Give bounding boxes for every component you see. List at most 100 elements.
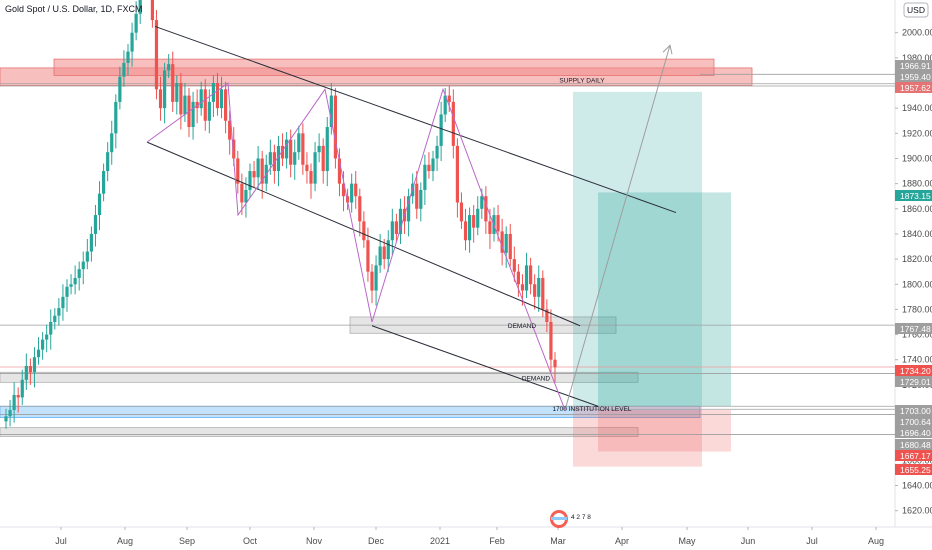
candle-body <box>407 196 411 222</box>
candle-body <box>488 221 492 234</box>
price-tag-label: 1703.00 <box>900 406 931 416</box>
candle-body <box>215 83 220 109</box>
candle-body <box>110 133 114 153</box>
candle-body <box>541 277 545 310</box>
candle-body <box>329 95 333 128</box>
candle-body <box>16 394 20 398</box>
price-tag <box>895 416 932 427</box>
candle-body <box>102 171 106 194</box>
candle-body <box>114 101 118 134</box>
candle-body <box>451 101 455 146</box>
candle-body <box>545 309 549 322</box>
projection-arrowhead-icon <box>662 44 673 55</box>
price-tag <box>895 82 932 93</box>
time-tick-label: Jul <box>806 536 818 546</box>
candle-body <box>305 164 309 172</box>
candle-body <box>256 158 260 178</box>
price-tick-label: 1880.00 <box>902 179 932 189</box>
candle-body <box>93 215 98 234</box>
price-tag-label: 1680.48 <box>900 440 931 450</box>
time-axis[interactable]: Jul Aug Sep Oct Nov Dec 2021 Feb Mar Apr May Jun Jul… <box>55 527 884 546</box>
price-tag <box>895 365 932 376</box>
candle-body <box>171 64 175 102</box>
channel-lower-line[interactable] <box>146 141 581 327</box>
candle-body <box>150 0 154 21</box>
price-tick-label: 1740.00 <box>902 355 932 365</box>
candle-body <box>65 286 69 297</box>
price-tick-label: 1940.00 <box>902 103 932 113</box>
candle-body <box>341 183 346 197</box>
candle-body <box>126 51 130 63</box>
candle-body <box>268 152 272 165</box>
price-tag-label: 1655.25 <box>900 465 931 475</box>
candle-body <box>240 183 244 203</box>
candle-body <box>24 366 28 380</box>
labels-layer: SUPPLY DAILY DEMAND DEMAND 1700 INSTITUTION… <box>508 77 632 413</box>
price-tag-label: 1873.15 <box>900 191 931 201</box>
tradingview-badge-icon[interactable] <box>550 510 568 528</box>
long-position-target-zone[interactable] <box>573 91 702 407</box>
price-tag <box>895 376 932 387</box>
candle-body <box>81 261 85 270</box>
candle-body <box>8 410 12 417</box>
projection-arrow[interactable] <box>564 45 671 411</box>
price-tick-label: 1780.00 <box>902 304 932 314</box>
candle-body <box>362 221 366 241</box>
price-tag-label: 1700.64 <box>900 417 931 427</box>
hlines-layer <box>0 73 895 435</box>
price-tick-label: 1840.00 <box>902 229 932 239</box>
candle-body <box>118 76 122 102</box>
demand-zone[interactable] <box>0 371 639 383</box>
time-tick-label: Feb <box>489 536 505 546</box>
candle-body <box>36 349 41 358</box>
candle-body <box>53 315 57 322</box>
candle-body <box>484 196 488 222</box>
zone-label: SUPPLY DAILY <box>559 77 605 84</box>
candle-body <box>524 265 529 291</box>
candle-body <box>476 208 480 228</box>
candle-body <box>333 95 337 159</box>
price-tick-label: 1920.00 <box>902 128 932 138</box>
candle-body <box>350 183 354 203</box>
time-tick-label: May <box>678 536 696 546</box>
time-tick-label: 2021 <box>430 536 450 546</box>
candle-body <box>224 89 228 121</box>
price-tag <box>895 464 932 475</box>
candle-body <box>280 145 285 159</box>
currency-button[interactable]: USD <box>903 2 929 18</box>
channel-upper-line[interactable] <box>154 25 677 214</box>
time-tick-label: Apr <box>615 536 629 546</box>
candle-body <box>512 259 516 272</box>
long-position-target-zone-2[interactable] <box>598 192 731 407</box>
candle-body <box>293 152 297 165</box>
candle-body <box>427 164 431 172</box>
price-tick-label: 1800.00 <box>902 279 932 289</box>
long-position-stop-zone[interactable] <box>573 406 702 467</box>
candle-body <box>12 394 16 411</box>
candle-body <box>423 164 427 190</box>
candle-body <box>301 133 305 165</box>
demand-trendline[interactable] <box>371 325 599 407</box>
supply-zone-upper[interactable] <box>53 58 715 76</box>
price-tag <box>895 190 932 201</box>
candle-body <box>228 120 232 140</box>
time-tick-label: Sep <box>179 536 195 546</box>
wave-path[interactable] <box>146 82 566 411</box>
demand-zone[interactable] <box>0 427 639 437</box>
candle-body <box>496 215 500 232</box>
long-position-stop-zone-2[interactable] <box>598 410 731 452</box>
time-tick-label: Aug <box>868 536 884 546</box>
candle-body <box>386 240 390 260</box>
price-tag <box>895 427 932 438</box>
price-tag-label: 1729.01 <box>900 377 931 387</box>
candle-body <box>337 158 342 184</box>
candle-body <box>236 158 240 184</box>
candle-body <box>179 83 183 115</box>
candle-body <box>89 233 93 252</box>
time-tick-label: Jul <box>55 536 67 546</box>
candle-body <box>508 233 512 260</box>
time-tick-label: Jun <box>741 536 756 546</box>
candle-body <box>219 89 224 109</box>
